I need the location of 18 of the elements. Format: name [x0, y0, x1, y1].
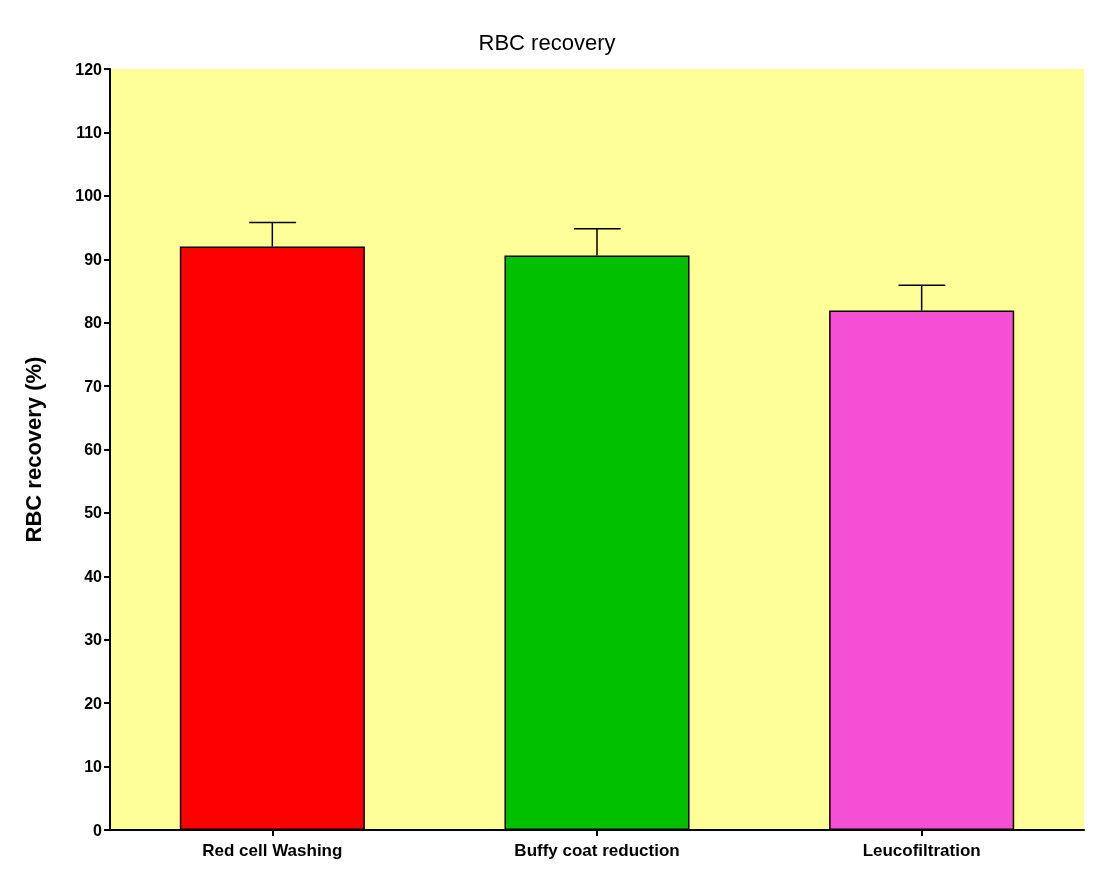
x-tick-label: Leucofiltration [862, 841, 981, 860]
y-axis-title: RBC recovery (%) [20, 356, 46, 543]
x-tick-label: Buffy coat reduction [514, 841, 680, 860]
y-tick-label: 40 [84, 567, 103, 585]
y-tick-label: 0 [93, 821, 103, 839]
y-tick-label: 100 [75, 187, 103, 205]
y-tick-label: 80 [84, 314, 103, 332]
y-tick-label: 70 [84, 377, 103, 395]
y-tick-label: 30 [84, 631, 103, 649]
y-tick-label: 50 [84, 504, 103, 522]
x-tick-label: Red cell Washing [202, 841, 343, 860]
y-tick-label: 120 [75, 60, 103, 78]
y-tick-label: 20 [84, 694, 103, 712]
y-tick-label: 60 [84, 441, 103, 458]
chart-title: RBC recovery [478, 29, 616, 55]
y-tick-label: 110 [76, 123, 103, 141]
y-tick-label: 90 [84, 250, 103, 268]
y-tick-label: 10 [84, 758, 103, 776]
